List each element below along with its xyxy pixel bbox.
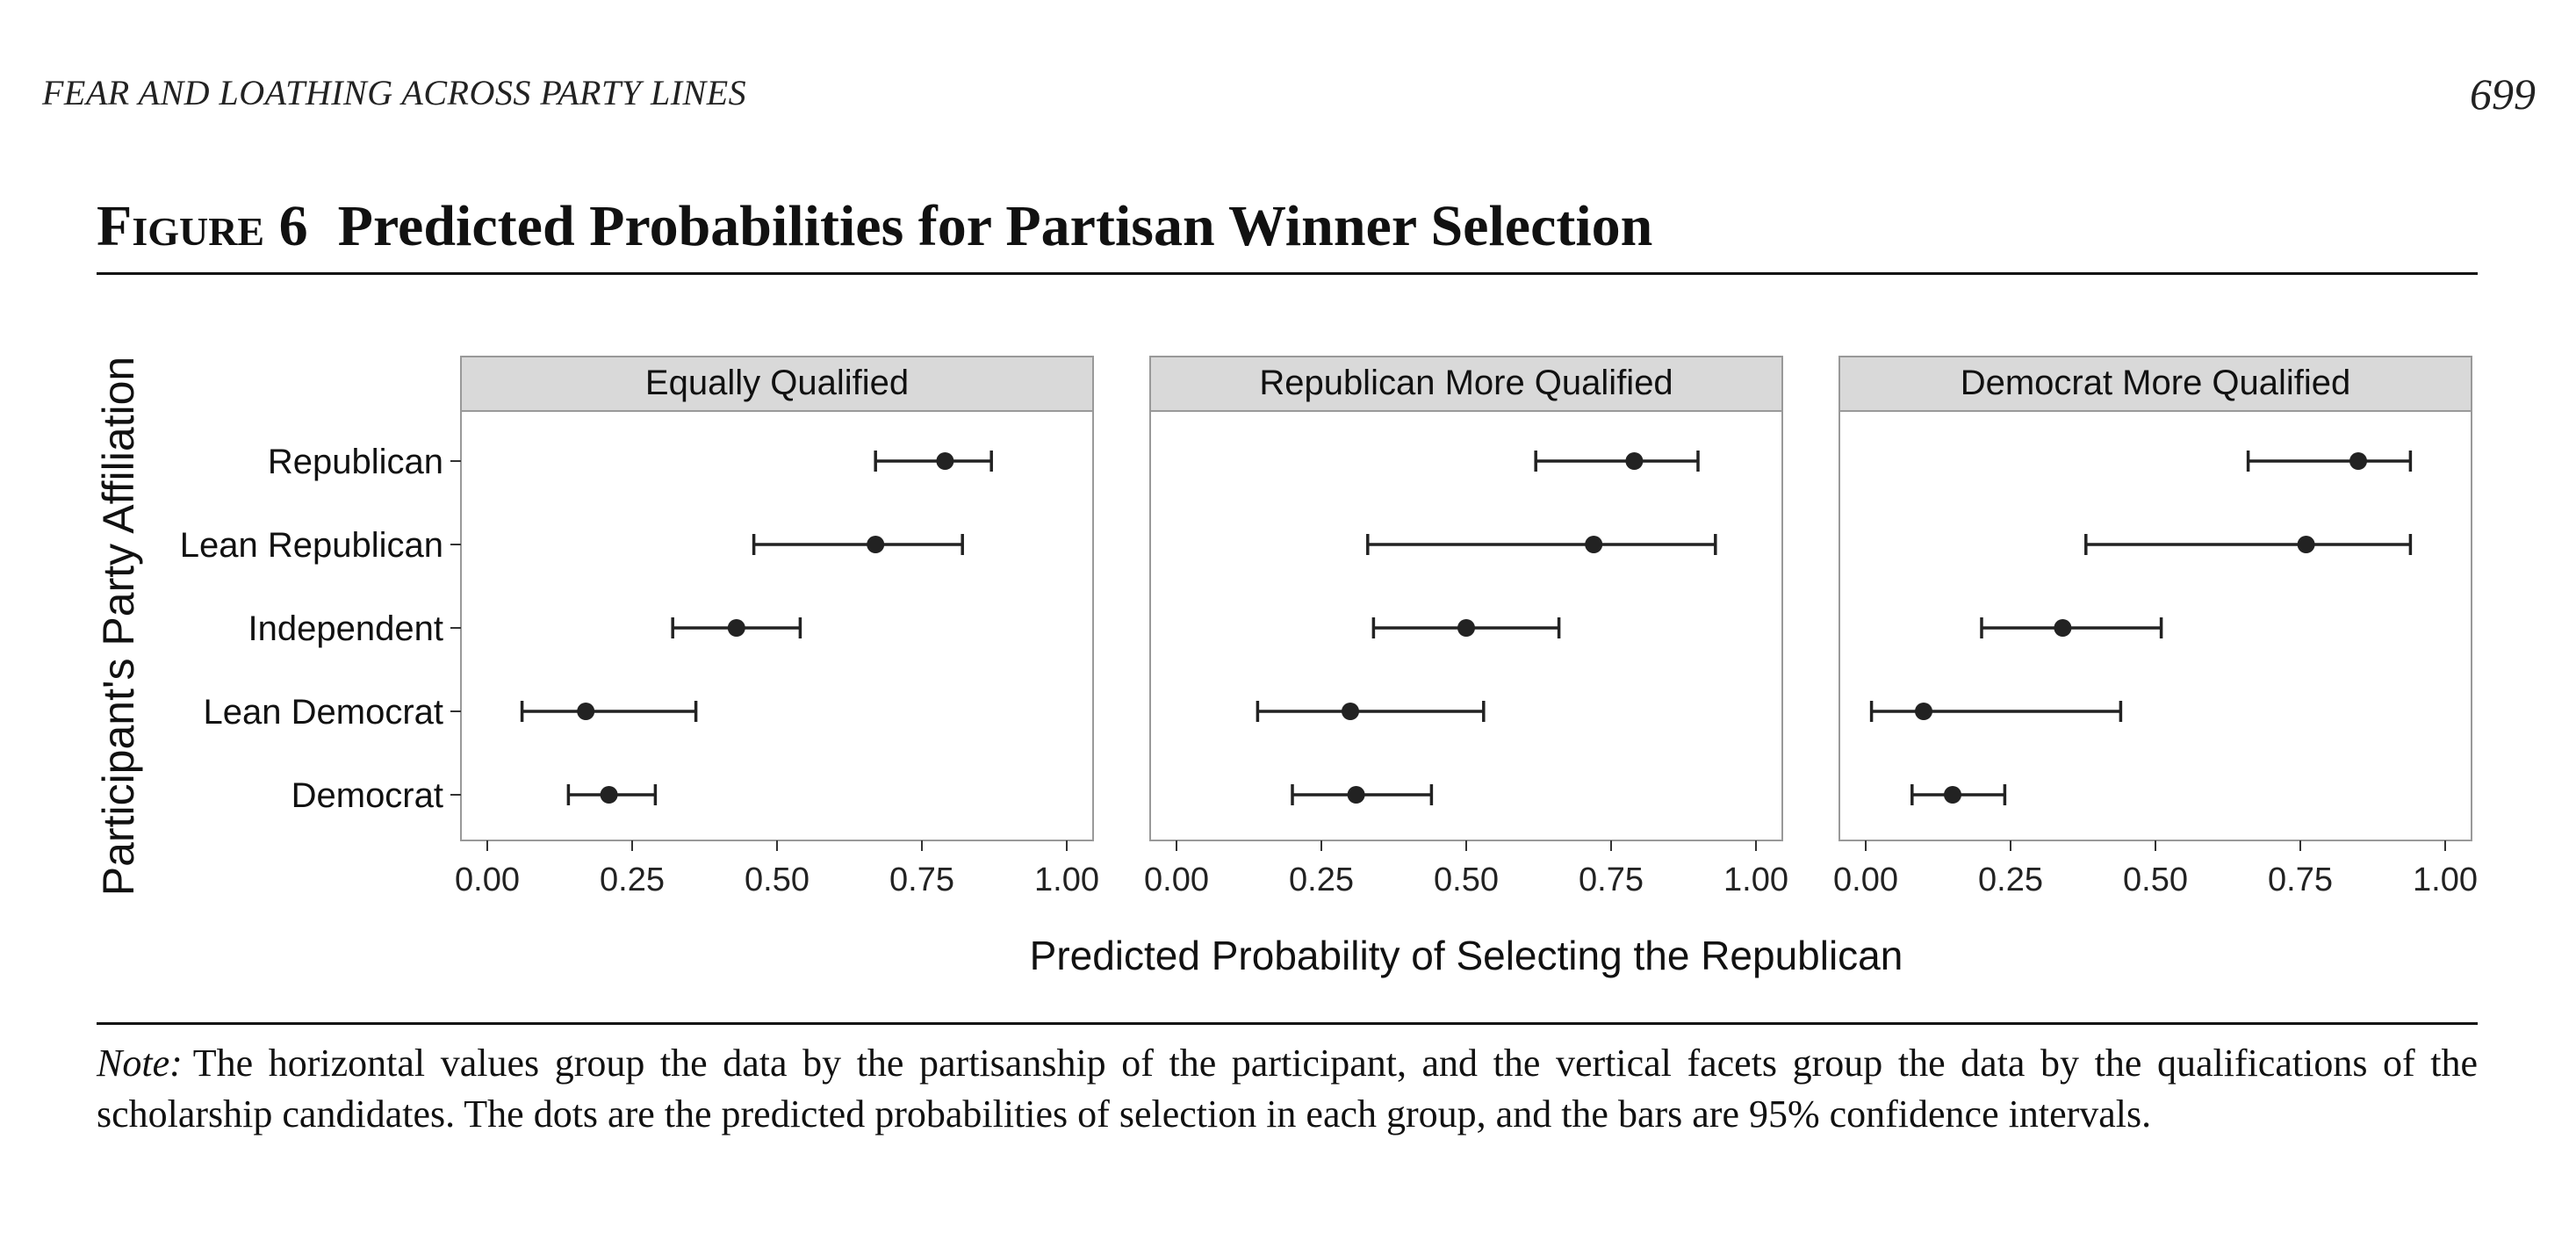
x-tick-label: 0.50 bbox=[2123, 862, 2188, 898]
x-tick-label: 0.00 bbox=[1833, 862, 1898, 898]
y-category-label: Republican bbox=[268, 443, 443, 481]
top-rule bbox=[97, 272, 2478, 275]
facet-panel bbox=[460, 410, 1094, 841]
figure-label: Figure 6 bbox=[97, 194, 308, 258]
y-category-label: Democrat bbox=[291, 776, 443, 815]
x-tick-label: 0.25 bbox=[1289, 862, 1354, 898]
x-tick-label: 0.50 bbox=[1434, 862, 1499, 898]
estimate-point bbox=[1457, 619, 1475, 637]
estimate-point bbox=[1347, 786, 1365, 804]
figure-title: Figure 6 Predicted Probabilities for Part… bbox=[97, 193, 1652, 260]
figure-title-text: Predicted Probabilities for Partisan Win… bbox=[337, 194, 1653, 258]
estimate-point bbox=[1585, 536, 1603, 553]
estimate-point bbox=[600, 786, 618, 804]
x-tick-label: 1.00 bbox=[2413, 862, 2478, 898]
x-tick-label: 0.75 bbox=[889, 862, 954, 898]
x-tick-label: 1.00 bbox=[1723, 862, 1788, 898]
facet-panel bbox=[1838, 410, 2472, 841]
x-tick-label: 0.50 bbox=[745, 862, 809, 898]
note-text: The horizontal values group the data by … bbox=[97, 1042, 2478, 1136]
estimate-point bbox=[936, 452, 954, 470]
estimate-point bbox=[1944, 786, 1961, 804]
facet-strip-label: Democrat More Qualified bbox=[1961, 364, 2351, 402]
facet-strip-label: Equally Qualified bbox=[645, 364, 909, 402]
estimate-point bbox=[1915, 703, 1932, 720]
estimate-point bbox=[2349, 452, 2367, 470]
estimate-point bbox=[867, 536, 885, 553]
figure-note: Note: The horizontal values group the dat… bbox=[97, 1038, 2478, 1140]
facet-strip-label: Republican More Qualified bbox=[1259, 364, 1673, 402]
note-label: Note: bbox=[97, 1042, 183, 1085]
x-tick-label: 0.25 bbox=[1978, 862, 2043, 898]
y-category-label: Lean Republican bbox=[180, 526, 443, 565]
y-category-label: Independent bbox=[248, 609, 443, 648]
x-tick-label: 0.00 bbox=[455, 862, 520, 898]
estimate-point bbox=[2054, 619, 2072, 637]
facet-strip bbox=[1838, 356, 2472, 412]
x-axis-title: Predicted Probability of Selecting the R… bbox=[1030, 933, 1903, 978]
x-tick-label: 0.00 bbox=[1144, 862, 1209, 898]
estimate-point bbox=[2297, 536, 2315, 553]
x-tick-label: 0.75 bbox=[1579, 862, 1644, 898]
page-number: 699 bbox=[2470, 69, 2536, 119]
y-category-label: Lean Democrat bbox=[204, 693, 443, 732]
x-tick-label: 0.75 bbox=[2268, 862, 2333, 898]
estimate-point bbox=[577, 703, 595, 720]
running-head: FEAR AND LOATHING ACROSS PARTY LINES bbox=[42, 73, 747, 112]
estimate-point bbox=[727, 619, 745, 637]
x-tick-label: 1.00 bbox=[1034, 862, 1099, 898]
bottom-rule bbox=[97, 1022, 2478, 1025]
y-axis-title: Participant's Party Affiliation bbox=[94, 357, 143, 896]
dot-whisker-chart: Equally Qualified 0.00 0.25 0.50 0.75 1.00 Rep… bbox=[94, 356, 2478, 978]
estimate-point bbox=[1625, 452, 1644, 470]
x-tick-label: 0.25 bbox=[600, 862, 665, 898]
estimate-point bbox=[1342, 703, 1359, 720]
